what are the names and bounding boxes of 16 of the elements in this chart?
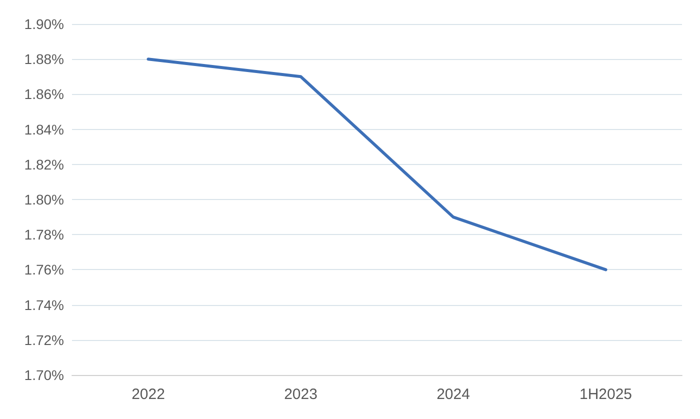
y-tick-label: 1.82% [24,156,64,172]
y-tick-label: 1.90% [24,16,64,32]
x-tick-label: 1H2025 [579,386,632,403]
y-tick-label: 1.78% [24,226,64,243]
x-tick-label: 2023 [284,386,318,403]
y-tick-label: 1.80% [24,192,64,208]
y-tick-label: 1.84% [24,121,64,138]
x-tick-label: 2024 [436,386,470,403]
y-tick-label: 1.74% [24,296,64,313]
y-tick-label: 1.88% [24,51,64,68]
y-tick-label: 1.72% [24,332,64,348]
y-tick-label: 1.86% [24,86,64,102]
y-tick-label: 1.76% [24,262,64,278]
line-series [146,58,608,272]
y-tick-label: 1.70% [24,367,64,383]
x-tick-label: 2022 [132,386,165,403]
